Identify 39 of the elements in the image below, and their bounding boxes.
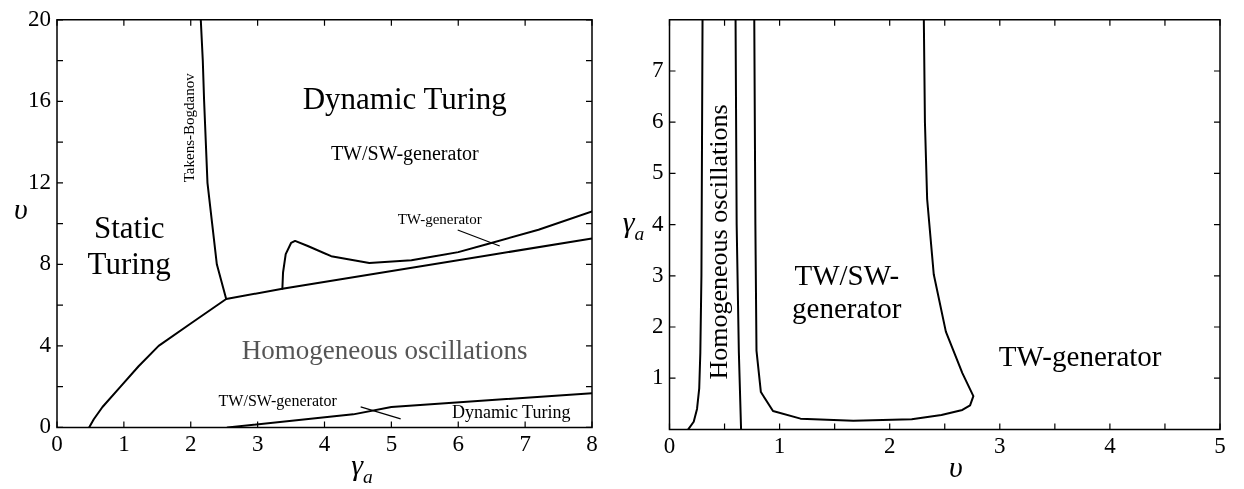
- x-tick-label: 4: [318, 431, 331, 457]
- y-tick-label: 0: [39, 413, 51, 439]
- annotation: TW/SW-generator: [218, 392, 338, 411]
- annotation: TW/SW-generator: [792, 258, 902, 325]
- y-tick-label: 4: [652, 210, 664, 236]
- x-tick-label: 4: [1104, 433, 1117, 459]
- y-axis-title: υ: [14, 192, 28, 226]
- annotation: TW-generator: [998, 339, 1162, 372]
- y-tick-label: 1: [652, 364, 664, 390]
- x-tick-label: 8: [586, 431, 598, 457]
- x-tick-label: 3: [994, 433, 1006, 459]
- x-tick-label: 7: [519, 431, 531, 457]
- annotation: Dynamic Turing: [302, 81, 507, 117]
- y-tick-label: 2: [652, 313, 664, 339]
- x-axis-title: υ: [948, 450, 963, 484]
- y-tick-label: 4: [39, 331, 52, 357]
- x-tick-label: 3: [251, 431, 264, 457]
- y-tick-label: 8: [39, 250, 51, 276]
- x-tick-label: 5: [385, 431, 398, 457]
- y-tick-label: 5: [652, 159, 664, 185]
- x-tick-label: 6: [452, 431, 464, 457]
- x-tick-label: 2: [883, 433, 896, 459]
- annotation: Dynamic Turing: [451, 402, 571, 423]
- y-tick-label: 6: [652, 108, 664, 134]
- annotation: Takens-Bogdanov: [181, 72, 198, 183]
- annotation: TW/SW-generator: [330, 141, 479, 165]
- x-tick-label: 1: [773, 433, 786, 459]
- y-tick-label: 20: [28, 5, 51, 31]
- annotation: Homogeneous oscillations: [241, 335, 528, 366]
- annotation: TW-generator: [397, 210, 482, 227]
- annotation: Static Turing: [87, 210, 171, 282]
- x-tick-label: 2: [185, 431, 197, 457]
- y-tick-label: 3: [652, 261, 664, 287]
- y-tick-label: 7: [652, 57, 664, 83]
- x-tick-label: 1: [118, 431, 130, 457]
- x-tick-label: 5: [1214, 433, 1226, 459]
- y-tick-label: 16: [28, 87, 51, 113]
- y-tick-label: 12: [28, 168, 51, 194]
- annotation: Homogeneous oscillations: [703, 104, 733, 380]
